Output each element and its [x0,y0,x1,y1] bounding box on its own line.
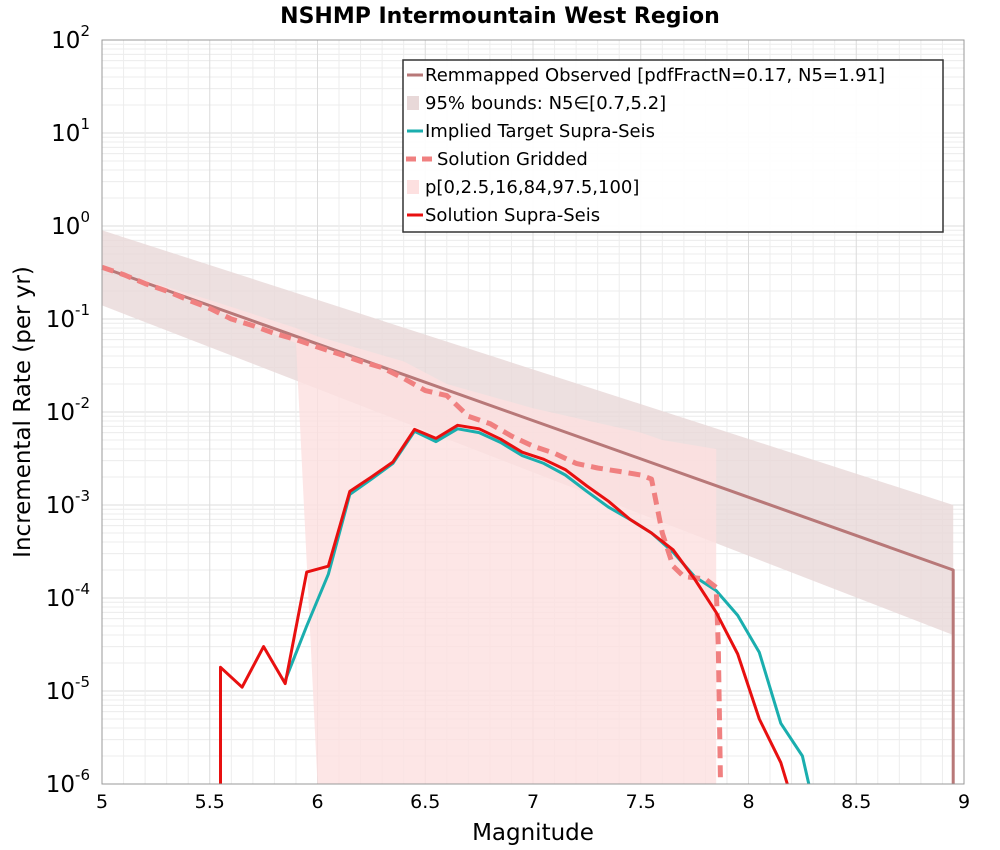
y-tick-label: 10-6 [46,766,90,798]
x-tick-label: 8 [742,791,754,813]
x-tick-label: 9 [958,791,970,813]
x-tick-label: 7.5 [626,791,656,813]
series-line-2 [283,427,811,785]
legend-swatch [407,180,419,194]
y-tick-label: 10-4 [46,580,90,612]
legend: Remmapped Observed [pdfFractN=0.17, N5=1… [402,59,944,233]
legend-label: p[0,2.5,16,84,97.5,100] [425,177,639,198]
y-tick-label: 100 [51,208,90,240]
series-line-5 [219,423,789,785]
x-tick-label: 7 [527,791,539,813]
legend-label: Remmapped Observed [pdfFractN=0.17, N5=1… [425,65,885,86]
y-axis-ticks: 10-6 10-5 10-4 10-3 10-2 10-1 100 101 102 [46,22,90,798]
legend-label: Solution Supra-Seis [425,205,600,226]
legend-label: Implied Target Supra-Seis [425,121,655,142]
series-band-4 [102,267,717,784]
series-line-3 [101,264,723,785]
legend-box [402,59,944,233]
x-tick-label: 8.5 [841,791,871,813]
confidence-bands [102,230,954,784]
y-tick-label: 10-1 [46,301,90,333]
x-tick-label: 5.5 [195,791,225,813]
chart-title: NSHMP Intermountain West Region [280,4,720,29]
y-tick-label: 10-5 [46,673,90,705]
x-axis-ticks: 5 5.5 6 6.5 7 7.5 8 8.5 9 [96,791,970,813]
x-tick-label: 5 [96,791,108,813]
legend-label: Solution Gridded [437,149,588,170]
legend-label: 95% bounds: N5∈[0.7,5.2] [425,93,666,114]
y-tick-label: 101 [51,115,90,147]
plot-frame [101,39,965,785]
y-tick-label: 10-2 [46,394,90,426]
series-lines [101,264,955,785]
legend-swatch [407,96,419,110]
x-tick-label: 6.5 [410,791,440,813]
y-axis-label: Incremental Rate (per yr) [10,266,36,558]
x-tick-label: 6 [311,791,323,813]
series-line-0 [101,265,955,784]
x-axis-label: Magnitude [472,820,594,846]
y-tick-label: 10-3 [46,487,90,519]
y-tick-label: 102 [51,22,90,54]
